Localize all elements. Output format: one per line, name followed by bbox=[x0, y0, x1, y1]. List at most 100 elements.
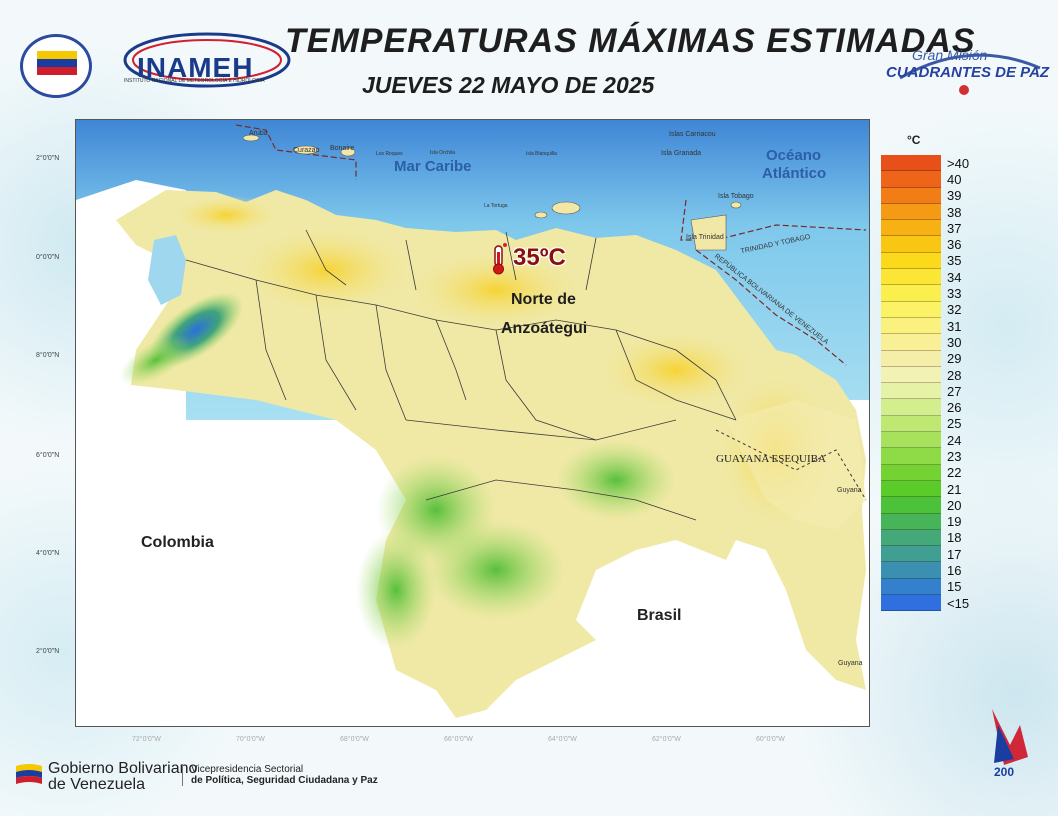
legend-label: 36 bbox=[947, 237, 962, 253]
legend-swatch bbox=[881, 236, 941, 253]
legend-swatch bbox=[881, 285, 941, 302]
legend-item: 22 bbox=[881, 464, 961, 481]
legend-item: <15 bbox=[881, 595, 969, 612]
lon-label: 66°0'0"W bbox=[444, 736, 473, 743]
legend-item: 35 bbox=[881, 252, 961, 270]
legend-item: 40 bbox=[881, 171, 961, 188]
lon-label: 68°0'0"W bbox=[340, 736, 369, 743]
legend-item: 19 bbox=[881, 513, 961, 530]
sea-label-caribe: Mar Caribe bbox=[394, 158, 472, 175]
island-label: Isla Blanquilla bbox=[526, 151, 557, 157]
lon-label: 60°0'0"W bbox=[756, 736, 785, 743]
legend-item: 17 bbox=[881, 546, 961, 563]
legend-swatch bbox=[881, 187, 941, 204]
legend-item: 38 bbox=[881, 203, 961, 221]
lat-label: 2°0'0"N bbox=[36, 648, 60, 655]
legend-item: 28 bbox=[881, 366, 961, 384]
legend-label: 33 bbox=[947, 286, 962, 302]
lon-label: 62°0'0"W bbox=[652, 736, 681, 743]
legend-swatch bbox=[881, 562, 941, 579]
legend-label: 17 bbox=[947, 546, 962, 562]
legend-label: 20 bbox=[947, 497, 962, 513]
legend-swatch bbox=[881, 497, 941, 514]
legend-label: 39 bbox=[947, 188, 962, 204]
page-title: TEMPERATURAS MÁXIMAS ESTIMADAS bbox=[285, 22, 976, 60]
legend-label: 35 bbox=[947, 253, 962, 269]
legend-item: 31 bbox=[881, 317, 961, 335]
legend-swatch bbox=[881, 383, 941, 400]
legend-item: 33 bbox=[881, 285, 961, 302]
lon-label: 72°0'0"W bbox=[132, 736, 161, 743]
legend-label: 21 bbox=[947, 481, 962, 497]
island-label: Isla Trinidad bbox=[686, 234, 724, 241]
island-label: Isla Granada bbox=[661, 150, 702, 157]
legend-swatch bbox=[881, 480, 941, 498]
legend-item: 21 bbox=[881, 480, 961, 498]
legend-swatch bbox=[881, 399, 941, 416]
island-label: Los Roques bbox=[376, 151, 403, 157]
highlight-temperature: 35ºC bbox=[513, 244, 566, 271]
legend-swatch bbox=[881, 252, 941, 270]
temperature-legend: >40 40 39 38 37 36 35 34 33 32 31 30 29 28 27 26 25 24 23 2… bbox=[881, 155, 969, 612]
legend-swatch bbox=[881, 350, 941, 367]
legend-item: 36 bbox=[881, 236, 961, 253]
legend-swatch bbox=[881, 513, 941, 530]
legend-swatch bbox=[881, 171, 941, 188]
legend-swatch bbox=[881, 269, 941, 286]
legend-label: <15 bbox=[947, 595, 970, 611]
island-label: Bonaire bbox=[330, 145, 355, 152]
lat-label: 8°0'0"N bbox=[36, 352, 60, 359]
gran-mision-logo bbox=[899, 53, 1041, 95]
legend-swatch bbox=[881, 595, 941, 612]
cuadrantes-de-paz-text: CUADRANTES DE PAZ bbox=[886, 64, 1050, 81]
island-label: La Tortuga bbox=[484, 203, 508, 209]
legend-swatch bbox=[881, 529, 941, 547]
page-subtitle: JUEVES 22 MAYO DE 2025 bbox=[362, 72, 655, 98]
country-label-colombia: Colombia bbox=[141, 534, 214, 551]
island-label: Isla Tobago bbox=[718, 193, 754, 200]
legend-label: >40 bbox=[947, 155, 970, 171]
legend-label: 15 bbox=[947, 579, 962, 595]
legend-item: 16 bbox=[881, 562, 961, 579]
legend-item: 18 bbox=[881, 529, 961, 547]
legend-swatch bbox=[881, 432, 941, 449]
vice-line2: de Política, Seguridad Ciudadana y Paz bbox=[191, 775, 378, 786]
legend-label: 27 bbox=[947, 383, 962, 399]
legend-unit: °C bbox=[907, 133, 921, 147]
lat-label: 2°0'0"N bbox=[36, 155, 60, 162]
lon-label: 70°0'0"W bbox=[236, 736, 265, 743]
thermometer-icon bbox=[493, 243, 507, 275]
legend-item: 26 bbox=[881, 399, 961, 416]
legend-swatch bbox=[881, 155, 941, 172]
legend-item: 34 bbox=[881, 269, 961, 286]
legend-item: 20 bbox=[881, 497, 961, 514]
legend-label: 32 bbox=[947, 302, 962, 318]
legend-swatch bbox=[881, 203, 941, 221]
legend-label: 29 bbox=[947, 351, 962, 367]
coat-of-arms-emblem bbox=[20, 34, 92, 98]
legend-label: 30 bbox=[947, 334, 962, 350]
map-graphic bbox=[76, 120, 869, 726]
legend-label: 24 bbox=[947, 432, 962, 448]
gran-mision-text: Gran Misión bbox=[912, 47, 988, 63]
legend-item: 23 bbox=[881, 448, 961, 465]
inameh-logo-text: INAMEH bbox=[137, 52, 254, 83]
vice-line1: Vicepresidencia Sectorial bbox=[191, 764, 304, 775]
legend-item: 25 bbox=[881, 415, 961, 433]
legend-swatch bbox=[881, 415, 941, 433]
gobierno-line1: Gobierno Bolivariano bbox=[48, 760, 198, 777]
legend-label: 25 bbox=[947, 416, 962, 432]
lon-label: 64°0'0"W bbox=[548, 736, 577, 743]
inameh-logo bbox=[123, 32, 291, 88]
vicepresidencia-logo: Vicepresidencia Sectorial de Política, S… bbox=[182, 764, 378, 786]
bicentenario-ayacucho-logo bbox=[992, 709, 1028, 765]
legend-item: 37 bbox=[881, 220, 961, 237]
legend-label: 26 bbox=[947, 400, 962, 416]
highlight-location-line1: Norte de bbox=[511, 291, 576, 308]
temperature-map bbox=[75, 119, 870, 727]
legend-label: 31 bbox=[947, 318, 962, 334]
legend-swatch bbox=[881, 546, 941, 563]
legend-swatch bbox=[881, 366, 941, 384]
bicentenario-text: 200 bbox=[994, 765, 1015, 779]
legend-item: 27 bbox=[881, 383, 961, 400]
